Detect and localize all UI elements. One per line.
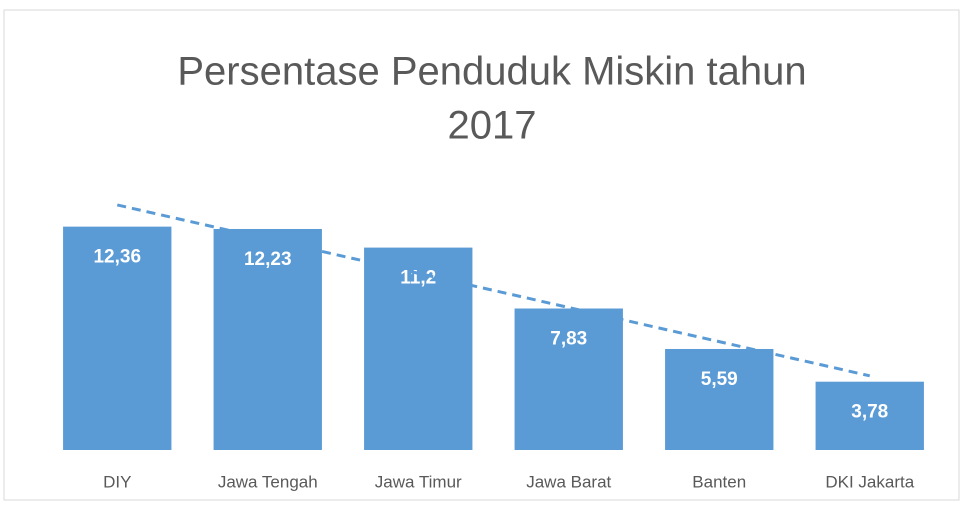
data-label: 7,83 <box>550 329 587 350</box>
bar <box>514 308 623 450</box>
x-tick-label: DKI Jakarta <box>825 472 914 491</box>
data-label: 3,78 <box>851 402 888 423</box>
chart-title: Persentase Penduduk Miskin tahun <box>177 50 806 94</box>
data-label: 11,2 <box>400 268 436 289</box>
x-tick-label: Jawa Timur <box>375 472 462 491</box>
x-tick-label: Jawa Tengah <box>218 472 318 491</box>
bar <box>665 348 774 450</box>
x-tick-label: Jawa Barat <box>526 472 611 491</box>
chart-title: 2017 <box>448 104 537 148</box>
data-label: 5,59 <box>701 369 738 390</box>
data-label: 12,36 <box>93 247 141 268</box>
bar <box>63 226 172 450</box>
x-tick-label: DIY <box>103 472 131 491</box>
trendline <box>116 203 871 378</box>
data-label: 12,23 <box>244 249 292 270</box>
bar <box>213 228 322 450</box>
x-tick-label: Banten <box>692 472 746 491</box>
bar <box>815 381 924 450</box>
